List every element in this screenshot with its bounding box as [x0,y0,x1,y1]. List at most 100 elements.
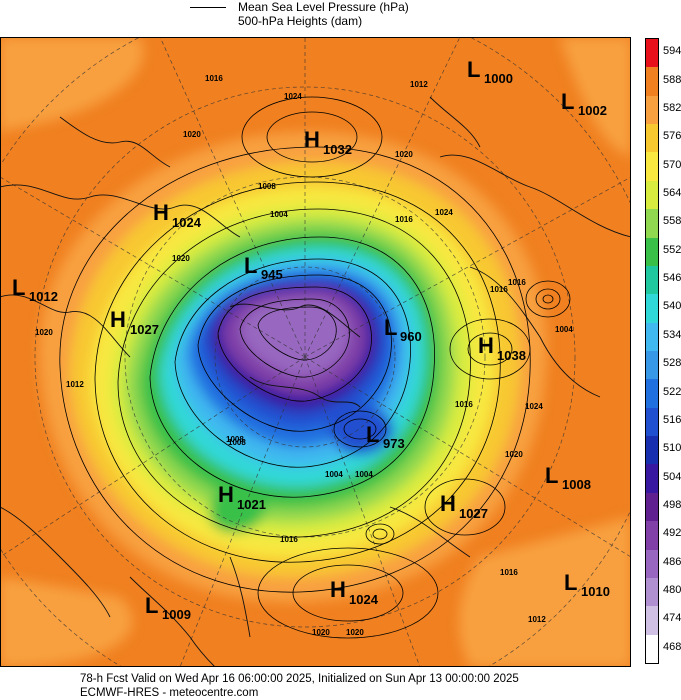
svg-text:H: H [218,482,234,507]
isobar-label: 1016 [205,74,223,83]
isobar-label: 1020 [312,628,330,637]
svg-text:1024: 1024 [349,592,379,607]
svg-text:960: 960 [400,329,422,344]
svg-text:L: L [244,253,257,278]
svg-text:973: 973 [383,436,405,451]
isobar-label: 1016 [500,568,518,577]
colorbar-tick-label: 510 [663,442,681,455]
colorbar-tick-label: 504 [663,470,681,483]
pressure-systems: L 1000 L 1002 H 1032 H 1024 L 1012 L 945 H 1027… [12,57,610,622]
colorbar-tick-label: 576 [663,130,681,143]
svg-text:1032: 1032 [323,142,352,157]
isobar-label: 1020 [183,130,201,139]
isobar-label: 1020 [172,254,190,263]
isobar-label: 1016 [490,285,508,294]
colorbar-tick-label: 552 [663,243,681,256]
low-pressure-center: L 1002 [561,89,607,118]
isobar-label: 1024 [435,208,453,217]
colorbar-tick-label: 564 [663,187,681,199]
colorbar-segment [646,265,658,295]
svg-text:H: H [440,491,456,516]
isobar-label: 1020 [395,150,413,159]
isobar-label: 1004 [270,210,288,219]
colorbar-tick-label: 558 [663,215,681,228]
isobar-label: 1024 [284,92,302,101]
svg-text:1021: 1021 [237,497,266,512]
colorbar-tick-label: 534 [663,328,681,341]
svg-text:L: L [467,57,480,82]
map-frame [0,37,631,667]
colorbar-segment [646,577,658,607]
high-pressure-center: H 1024 [153,200,202,230]
isobar-label: 1016 [395,215,413,224]
colorbar-segment [646,294,658,324]
isobar-label: 1008 [258,182,276,191]
svg-text:L: L [366,422,379,447]
colorbar-segment [646,124,658,153]
svg-text:H: H [153,200,169,225]
colorbar-segment [646,209,658,239]
colorbar-segment [646,180,658,210]
low-pressure-center: L 1012 [12,275,58,304]
svg-text:L: L [145,593,158,618]
isobar-label: 1016 [280,535,298,544]
graticule [0,37,631,667]
svg-text:L: L [545,463,558,488]
isobar-label: 1008 [228,438,246,447]
colorbar [645,38,659,664]
low-pressure-center: L 1000 [467,57,513,86]
colorbar-tick-label: 546 [663,272,681,285]
colorbar-tick-label: 468 [663,640,681,653]
high-pressure-center: H 1032 [304,127,352,157]
colorbar-segment [646,237,658,267]
svg-text:1002: 1002 [578,103,607,118]
svg-text:1027: 1027 [459,506,488,521]
isobar-label: 1012 [528,615,546,624]
footer: 78-h Fcst Valid on Wed Apr 16 06:00:00 2… [80,672,519,700]
isobar-label: 1024 [525,402,543,411]
high-pressure-center: H 1038 [478,333,526,363]
colorbar-tick-label: 522 [663,385,681,398]
colorbar-tick-label: 540 [663,300,681,313]
model-source-text: ECMWF-HRES - meteocentre.com [80,687,259,699]
isobar-label: 1016 [455,400,473,409]
colorbar-segment [646,95,658,125]
low-pressure-center: L 1008 [545,463,591,492]
colorbar-tick-label: 582 [663,101,681,114]
colorbar-segment [646,379,658,409]
svg-text:L: L [564,570,577,595]
svg-text:1010: 1010 [581,584,610,599]
colorbar-segment [646,521,658,551]
colorbar-tick-label: 528 [663,357,681,370]
high-pressure-center: H 1027 [440,491,488,521]
colorbar-tick-label: 570 [663,158,681,171]
colorbar-tick-label: 498 [663,499,681,511]
legend-item-mslp: Mean Sea Level Pressure (hPa) [190,0,409,14]
legend-label-mslp: Mean Sea Level Pressure (hPa) [238,0,409,14]
colorbar-segment [646,549,658,579]
colorbar-tick-label: 474 [663,612,681,625]
coastlines [0,96,631,667]
high-pressure-center: H 1024 [330,577,379,607]
svg-text:1027: 1027 [130,322,159,337]
colorbar-segment [646,351,658,380]
forecast-valid-text: 78-h Fcst Valid on Wed Apr 16 06:00:00 2… [80,673,519,685]
isobar-label: 1020 [346,628,364,637]
map-legend: Mean Sea Level Pressure (hPa) 500-hPa He… [190,0,490,30]
svg-text:1024: 1024 [172,215,202,230]
colorbar-segment [646,407,658,437]
low-pressure-center: L 945 [244,253,283,282]
svg-text:H: H [330,577,346,602]
colorbar-segment [646,634,658,664]
svg-text:H: H [110,307,126,332]
svg-text:1012: 1012 [29,289,58,304]
legend-item-heights: 500-hPa Heights (dam) [190,14,362,28]
colorbar-tick-label: 492 [663,527,681,540]
forecast-map: 1016 1024 1020 1012 1008 1004 1016 1020 … [0,37,631,667]
high-pressure-center: H 1027 [110,307,159,337]
low-pressure-center: L 960 [384,315,422,344]
colorbar-tick-label: 594 [663,45,681,58]
colorbar-segment [646,606,658,636]
isobar-label: 1008 [226,435,244,444]
svg-text:1008: 1008 [562,477,591,492]
